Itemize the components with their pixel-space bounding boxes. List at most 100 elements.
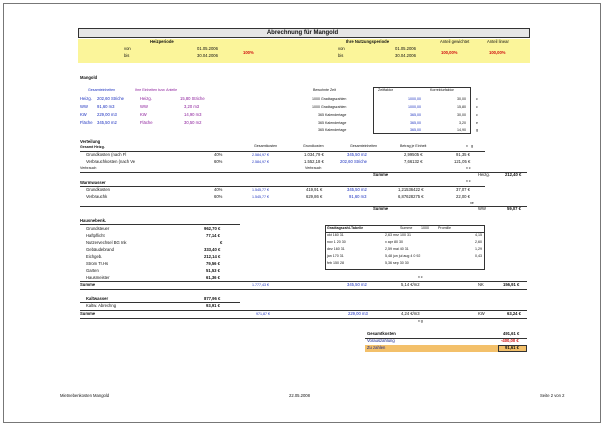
gradtag-row-c: 1,29 bbox=[475, 247, 482, 251]
zu-zahlen-value: 91,61 € bbox=[505, 345, 519, 350]
unit-ihre: 30,50 m2 bbox=[184, 120, 202, 125]
ww-x: x c bbox=[466, 179, 471, 183]
mangold-title: Mangold bbox=[80, 75, 98, 80]
gradtag-row-a: okt 160 31 bbox=[327, 233, 344, 237]
heiz-row-grund: 1.552,18 € bbox=[304, 159, 324, 164]
ww-row-grund: 419,91 € bbox=[306, 187, 323, 192]
zeitfaktor-box bbox=[373, 87, 471, 134]
heiz-row-res: 91,35 € bbox=[456, 152, 470, 157]
nutz-bis-date: 30.04.2006 bbox=[395, 53, 416, 58]
haus-title: Hausnebenk. bbox=[80, 218, 107, 223]
unit-name: Fläche bbox=[80, 120, 93, 125]
bewohnt-label: Bewohnte Zeit bbox=[313, 88, 336, 92]
gradtag-row-b: 5,36 sep 30 30 bbox=[385, 261, 409, 265]
unit-gesamt: 91,60 m3 bbox=[97, 104, 115, 109]
divider bbox=[80, 186, 485, 187]
kw-summe-label: Summe bbox=[80, 311, 96, 316]
ww-row-pct: 60% bbox=[214, 194, 223, 199]
divider bbox=[325, 232, 485, 233]
haus-row-value: 77,14 € bbox=[206, 233, 220, 238]
unit-zeit: 365,00 bbox=[410, 128, 421, 132]
heiz-row-gesamt: 2.584,97 € bbox=[252, 153, 269, 157]
gradtag-row-b: 2,63 mrz 100 31 bbox=[385, 233, 411, 237]
heiz-x: x c bbox=[466, 166, 471, 170]
heiz-von-label: von bbox=[124, 46, 131, 51]
ww-row-gesamt: 1.545,77 € bbox=[252, 195, 269, 199]
haus-summe-einh: 345,50 m2 bbox=[347, 282, 367, 287]
ww-summe: 59,07 € bbox=[507, 206, 521, 211]
divider bbox=[80, 172, 527, 173]
ww-row-betrag: 1,21536422 € bbox=[398, 187, 424, 192]
kw-sub-label: Kaltw. Abrechng bbox=[86, 303, 117, 308]
ww-row-res: 22,00 € bbox=[456, 194, 470, 199]
divider bbox=[80, 206, 527, 207]
unit-ihre-name: KW bbox=[140, 112, 147, 117]
gradtag-col-summe: Summe bbox=[400, 226, 413, 230]
heiz-row-name: Grundkosten (nach Fl bbox=[86, 152, 127, 157]
kw-summe-gesamt: 971,87 € bbox=[256, 312, 270, 316]
anteil-lin-value: 100,00% bbox=[489, 50, 506, 55]
footer-date: 22.05.2008 bbox=[289, 393, 310, 398]
anteil-gew-label: Anteil gewichtet bbox=[440, 39, 470, 44]
divider bbox=[80, 151, 485, 152]
heiz-row-pct: 60% bbox=[214, 159, 223, 164]
unit-name: WW bbox=[80, 104, 88, 109]
unit-name: KW bbox=[80, 112, 87, 117]
ww-row-res: 37,07 € bbox=[456, 187, 470, 192]
vorauszahlung-value: -400,00 € bbox=[501, 338, 519, 343]
vorauszahlung-label: Vorauszahlung bbox=[367, 338, 395, 343]
ww-row-pct: 40% bbox=[214, 187, 223, 192]
zeitfaktor-label: Zeitfaktor bbox=[378, 88, 393, 92]
ww-label: Warmwasser bbox=[80, 180, 106, 185]
heiz-label: Gesamt Heizg. bbox=[80, 145, 105, 149]
unit-bewohnt: 365 Kalendertage bbox=[318, 128, 347, 132]
col-gesamteinheiten: Gesamteinheiten bbox=[350, 144, 378, 148]
unit-bewohnt: 1000 Gradtagszahlen bbox=[312, 97, 347, 101]
gradtag-row-a: dez 160 31 bbox=[327, 247, 345, 251]
heiz-von-date: 01.05.2006 bbox=[197, 46, 218, 51]
divider bbox=[80, 224, 240, 225]
zu-zahlen-value-box bbox=[498, 345, 527, 352]
unit-zeit: 365,00 bbox=[410, 113, 421, 117]
gesamtkosten-label: Gesamtkosten bbox=[367, 331, 396, 336]
unit-ihre-name: Fläche bbox=[140, 120, 153, 125]
heiz-row-einh: 202,60 Striche bbox=[340, 159, 368, 164]
heiz-row-pct: 40% bbox=[214, 152, 223, 157]
heiz-summe-tag: Heizg. bbox=[478, 172, 490, 177]
unit-zeit: 1000,00 bbox=[408, 105, 421, 109]
ww-summe-label: Summe bbox=[373, 206, 389, 211]
haus-row-value: 962,70 € bbox=[204, 226, 221, 231]
kw-value1: 877,96 € bbox=[204, 296, 221, 301]
haus-row-name: Haftpflicht bbox=[86, 233, 105, 238]
ww-row-gesamt: 1.545,77 € bbox=[252, 188, 269, 192]
heiz-summe: 212,40 € bbox=[505, 172, 522, 177]
col-q: g bbox=[471, 144, 473, 148]
zu-zahlen-label: Zu zahlen bbox=[367, 345, 386, 350]
heiz-row-einh: 345,50 m2 bbox=[347, 152, 367, 157]
ihre-einheiten-label: Ihre Einheiten bzw. Anteile bbox=[135, 88, 178, 92]
divider bbox=[80, 289, 527, 290]
haus-row-value: 61,36 € bbox=[206, 275, 220, 280]
gradtag-row-b: 5,48 jun jul aug 4 0 92 bbox=[385, 254, 421, 258]
divider bbox=[80, 310, 527, 311]
gradtag-row-a: nov 1 20 30 bbox=[327, 240, 346, 244]
haus-summe-tag: NK bbox=[478, 282, 484, 287]
heiz-row-betrag: 2,99505 € bbox=[404, 152, 423, 157]
gradtag-col-1000: 1000 bbox=[421, 226, 429, 230]
gradtag-col-promille: Promille bbox=[438, 226, 451, 230]
divider bbox=[80, 281, 527, 282]
col-betrag: Betrag je Einheit bbox=[400, 144, 427, 148]
nutz-von-label: von bbox=[338, 46, 345, 51]
divider bbox=[80, 318, 527, 319]
unit-bewohnt: 365 Kalendertage bbox=[318, 113, 347, 117]
haus-row-name: Nutzervechsel BG Ink bbox=[86, 240, 127, 245]
unit-bewohnt: 1000 Gradtagszahlen bbox=[312, 105, 347, 109]
unit-bewohnt: 365 Kalendertage bbox=[318, 121, 347, 125]
col-grundkosten: Grundkosten bbox=[303, 144, 324, 148]
unit-zeit: 365,00 bbox=[410, 121, 421, 125]
unit-ihre: 15,80 Striche bbox=[180, 96, 205, 101]
gradtag-table bbox=[325, 225, 485, 270]
haus-summe-label: Summe bbox=[80, 282, 96, 287]
page-title: Abrechnung für Mangold bbox=[266, 30, 339, 36]
haus-row-value: € bbox=[220, 240, 223, 245]
